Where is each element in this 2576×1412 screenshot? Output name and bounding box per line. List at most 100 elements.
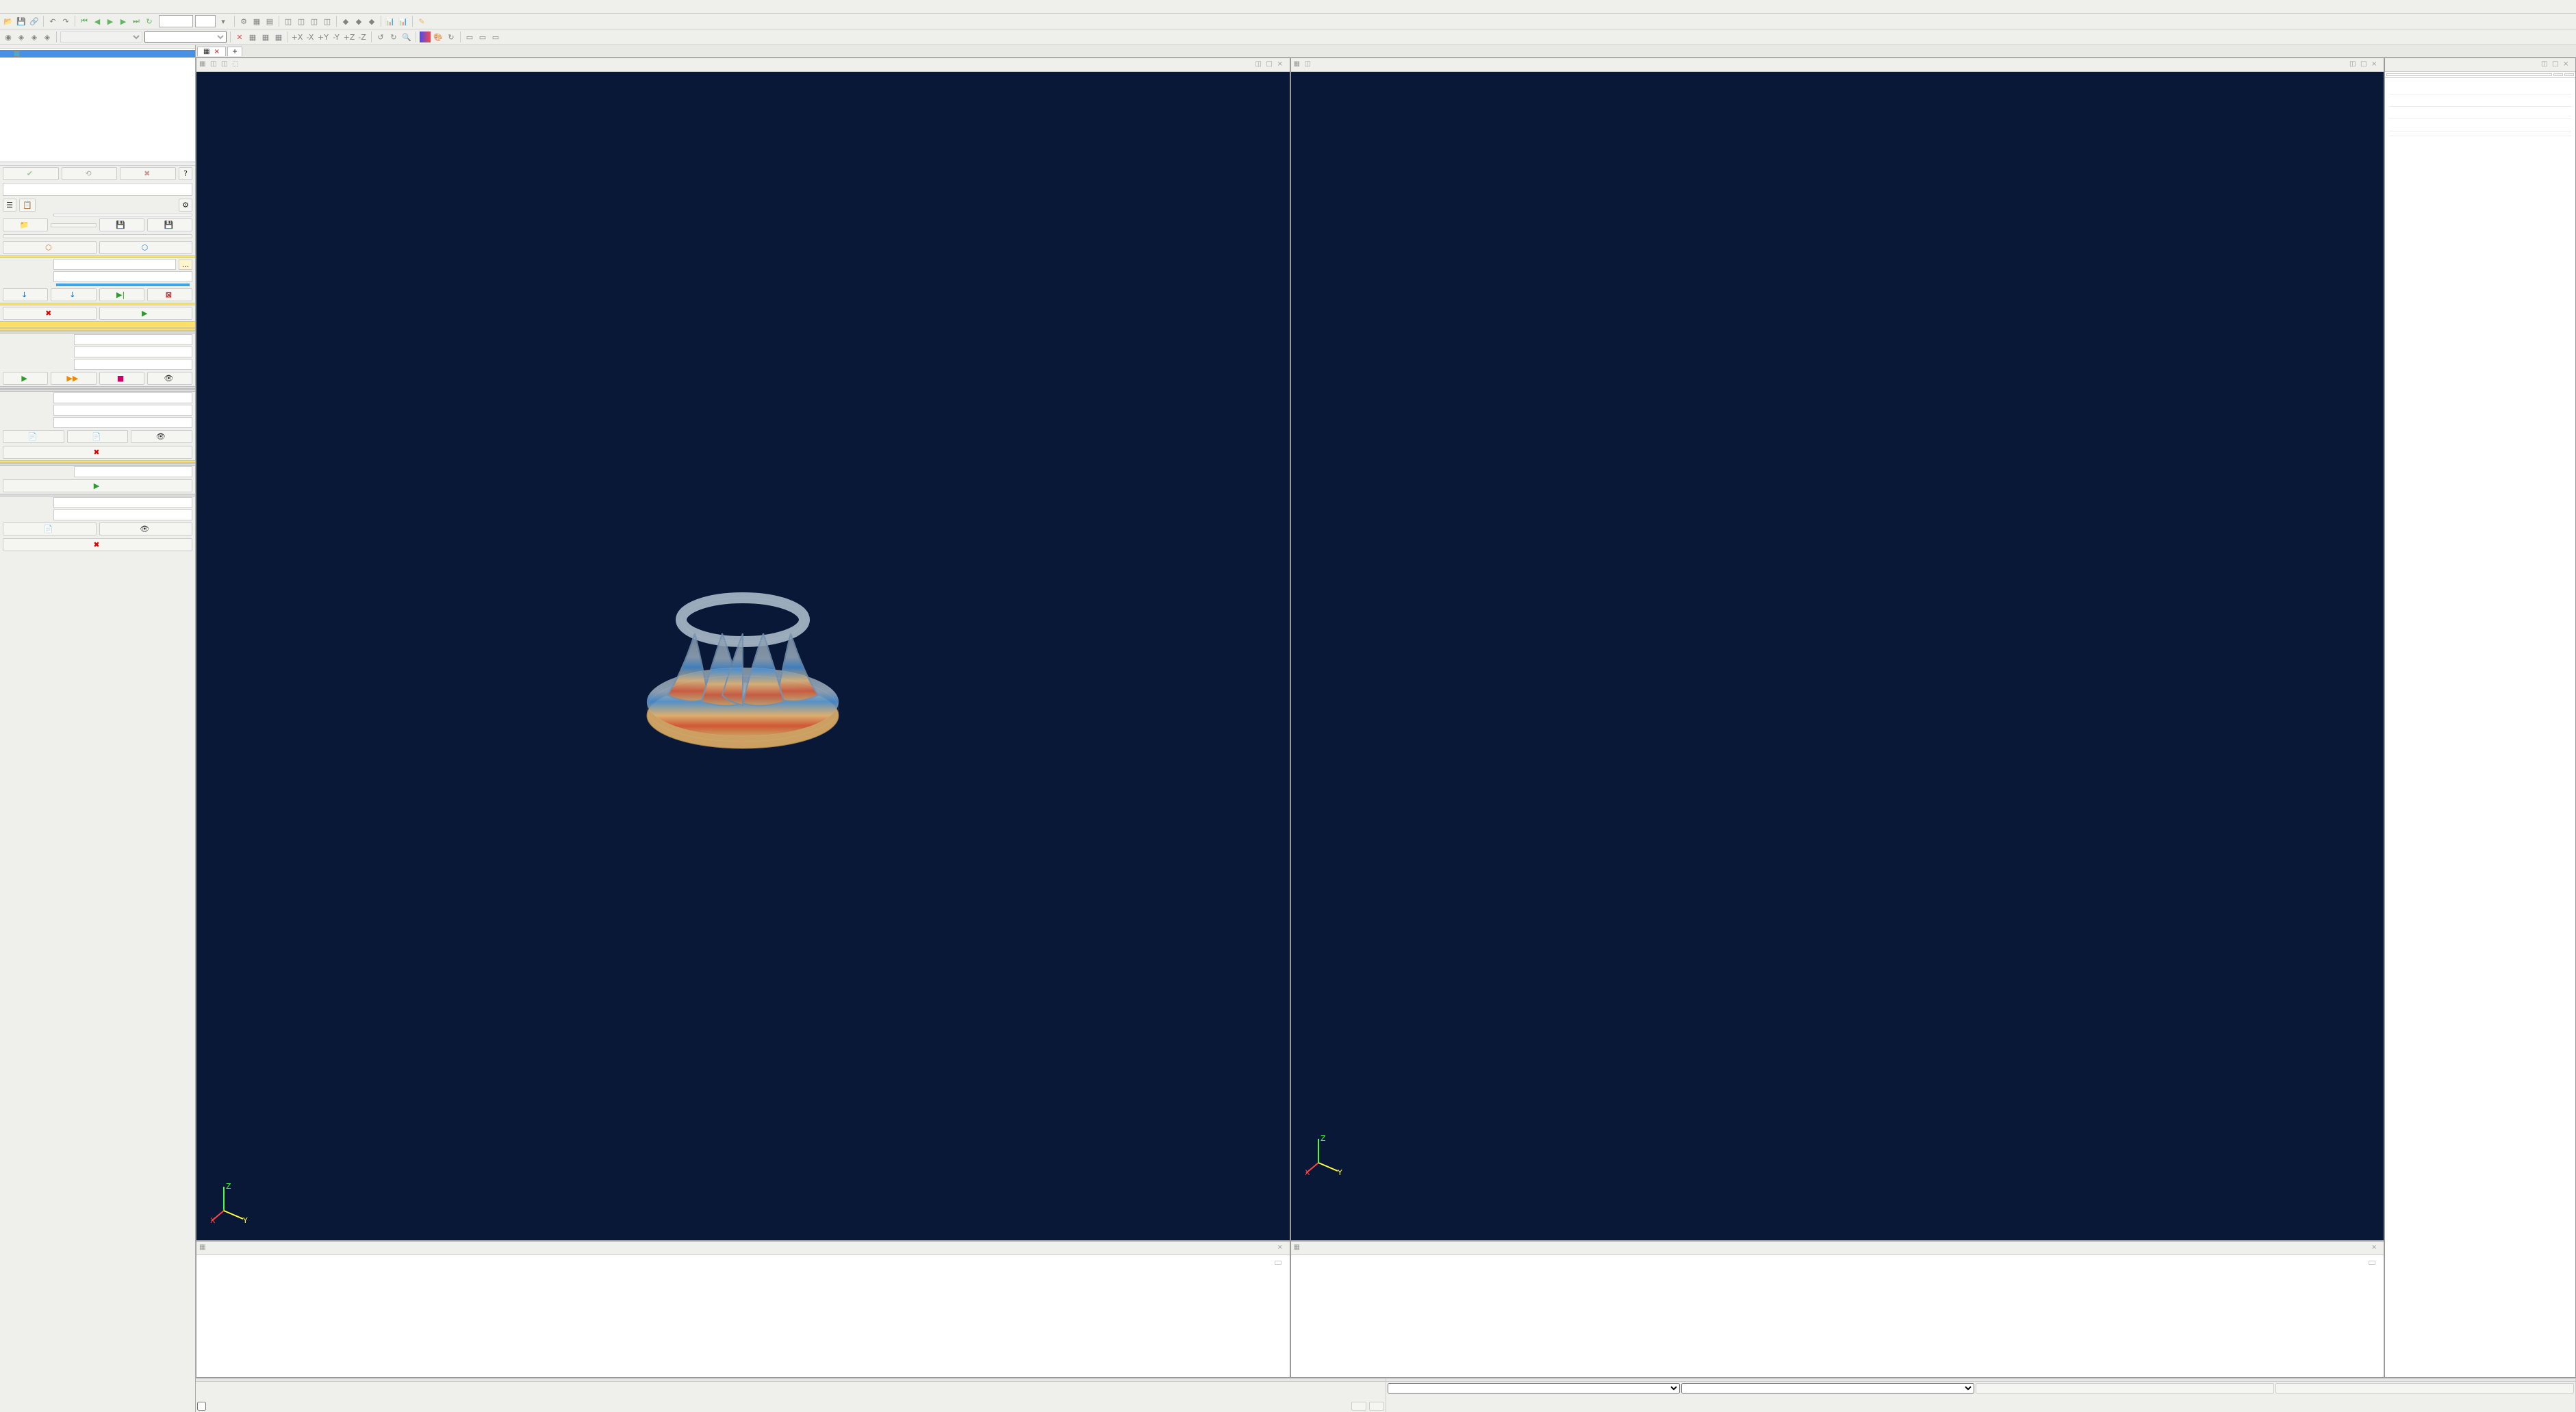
calc-steady-input[interactable] [74, 359, 192, 370]
time-value-input[interactable] [159, 15, 193, 27]
tool-icon[interactable]: ▭ [464, 31, 475, 42]
abort-cfd-button[interactable]: ✖ [3, 446, 192, 459]
layout-add-button[interactable]: + [227, 47, 242, 56]
browse-button[interactable]: ... [179, 260, 192, 270]
run-all-button[interactable]: ▶| [99, 288, 144, 301]
view-tool-icon[interactable]: ⬚ [232, 60, 242, 70]
tool-icon[interactable]: ◈ [16, 31, 27, 42]
view-tool-icon[interactable]: ◫ [1305, 60, 1314, 70]
redo-icon[interactable]: ↷ [60, 16, 71, 27]
render-view-1[interactable]: ▦◫◫⬚ ◫□× [196, 58, 1290, 1241]
axis-icon[interactable]: ▦ [273, 31, 284, 42]
fea-results-input[interactable] [53, 509, 192, 520]
cam-icon[interactable]: +Y [318, 31, 329, 42]
load-button[interactable]: 📁 [3, 218, 48, 231]
undo-icon[interactable]: ↶ [47, 16, 58, 27]
cam-icon[interactable]: -X [305, 31, 316, 42]
full-cfd-button[interactable]: 📄 [67, 430, 129, 443]
filter-button[interactable]: ☰ [3, 199, 16, 212]
tool-icon[interactable]: 📊 [385, 16, 396, 27]
first-frame-icon[interactable]: ⏮ [79, 16, 90, 27]
rot-icon[interactable]: ↺ [375, 31, 386, 42]
abort-all-button[interactable]: ⊠ [147, 288, 192, 301]
tool-icon[interactable]: ◆ [340, 16, 351, 27]
mesh-all-button[interactable]: ▶ [99, 307, 193, 320]
apply-button[interactable]: ✔ [3, 167, 59, 180]
copy-button[interactable]: 📋 [19, 199, 36, 212]
close-icon[interactable]: × [2371, 1244, 2381, 1253]
detach-icon[interactable]: ◫ [2541, 60, 2551, 70]
delete-button[interactable]: ✖ [120, 167, 176, 180]
abort-fea-button[interactable]: ✖ [3, 538, 192, 551]
connect-icon[interactable]: 🔗 [29, 16, 40, 27]
point-steady-input[interactable] [74, 334, 192, 345]
tool-icon[interactable]: ▭ [477, 31, 488, 42]
tool-icon[interactable]: ◈ [42, 31, 53, 42]
view-tool-icon[interactable]: ▦ [1294, 60, 1303, 70]
report-prog-input[interactable] [53, 405, 192, 416]
cam-icon[interactable]: +Z [344, 31, 355, 42]
work-path-input[interactable] [53, 259, 176, 270]
calc-prog-input[interactable] [74, 466, 192, 477]
show-fea-button[interactable]: 👁 [99, 522, 193, 535]
clean-window-button[interactable] [2275, 1383, 2574, 1394]
tcfd-tab[interactable]: ⬡ [3, 241, 97, 254]
reset-button[interactable]: ⟲ [62, 167, 118, 180]
max-icon[interactable]: □ [2360, 60, 2370, 70]
axis-icon[interactable]: ✕ [234, 31, 245, 42]
last-frame-icon[interactable]: ⏭ [131, 16, 142, 27]
tool-icon[interactable]: ▤ [264, 16, 275, 27]
close-icon[interactable]: × [1277, 1244, 1287, 1253]
view-tool-icon[interactable]: ◫ [221, 60, 231, 70]
dir-name-input[interactable] [53, 271, 192, 282]
cam-icon[interactable]: -Z [357, 31, 368, 42]
reload-button[interactable] [51, 223, 96, 227]
tool-icon[interactable]: ◫ [309, 16, 320, 27]
detach-icon[interactable]: ◫ [1255, 60, 1265, 70]
search-input[interactable] [3, 183, 192, 196]
tool-icon[interactable]: 📊 [398, 16, 409, 27]
open-pdf-button[interactable] [2564, 73, 2574, 76]
line-chart-2[interactable]: ▦× [1290, 1241, 2385, 1378]
show-cfd-button[interactable]: 👁 [131, 430, 192, 443]
write-clean-button[interactable]: ↓ [51, 288, 96, 301]
loop-icon[interactable]: ↻ [144, 16, 155, 27]
fea-report-button[interactable]: 📄 [3, 522, 97, 535]
color-icon[interactable]: 🎨 [433, 31, 444, 42]
next-frame-icon[interactable]: ▶ [118, 16, 129, 27]
save-output-button[interactable] [1976, 1383, 2274, 1394]
tool-icon[interactable]: ⚙ [238, 16, 249, 27]
rot-icon[interactable]: ↻ [388, 31, 399, 42]
view-tool-icon[interactable]: ▦ [199, 60, 209, 70]
save-button[interactable]: 💾 [99, 218, 144, 231]
tcae-file-select[interactable] [1388, 1383, 1681, 1394]
zoom-icon[interactable]: 🔍 [401, 31, 412, 42]
tool-icon[interactable]: ▭ [490, 31, 501, 42]
fea-report-prog-input[interactable] [53, 497, 192, 508]
axis-icon[interactable]: ▦ [260, 31, 271, 42]
max-icon[interactable]: □ [1266, 60, 1276, 70]
save-to-file-button[interactable] [1351, 1402, 1366, 1411]
skip-point-button[interactable]: ▶▶ [51, 372, 96, 385]
abort-mesh-button[interactable]: ✖ [3, 307, 97, 320]
cam-icon[interactable]: +X [292, 31, 303, 42]
saveas-button[interactable]: 💾 [147, 218, 192, 231]
play-icon[interactable]: ▶ [105, 16, 116, 27]
tree-root[interactable] [0, 50, 195, 58]
prev-frame-icon[interactable]: ◀ [92, 16, 103, 27]
save-pdf-button[interactable] [2553, 73, 2563, 76]
tool-icon[interactable]: ◉ [3, 31, 14, 42]
tool-icon[interactable]: ◆ [366, 16, 377, 27]
show-full-checkbox[interactable] [197, 1402, 206, 1411]
max-icon[interactable]: □ [2552, 60, 2562, 70]
tool-icon[interactable]: ▦ [251, 16, 262, 27]
close-icon[interactable]: × [2371, 60, 2381, 70]
tfea-tab[interactable]: ⬡ [99, 241, 193, 254]
check-setup-button[interactable] [3, 234, 192, 238]
write-button[interactable]: ↓ [3, 288, 48, 301]
repr-select[interactable] [144, 31, 227, 43]
color-icon[interactable] [420, 31, 431, 42]
color-field-select[interactable] [60, 31, 142, 43]
run-fea-button[interactable]: ▶ [3, 479, 192, 492]
line-chart-1[interactable]: ▦× [196, 1241, 1290, 1378]
